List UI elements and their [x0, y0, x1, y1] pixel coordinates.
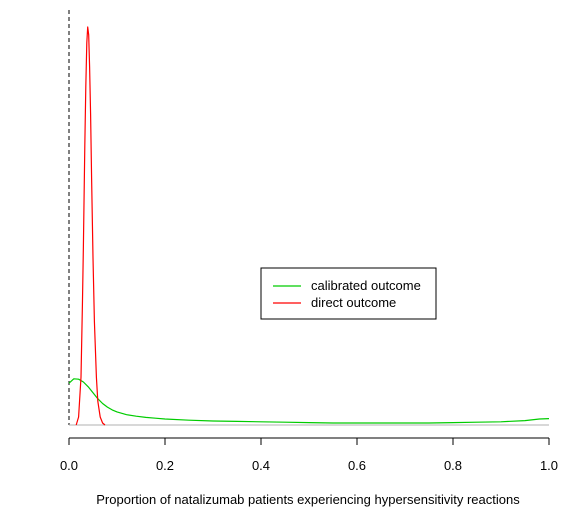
x-tick-label: 0.6 [348, 458, 366, 473]
x-tick-label: 0.2 [156, 458, 174, 473]
x-tick-label: 1.0 [540, 458, 558, 473]
x-axis: 0.0 0.2 0.4 0.6 0.8 1.0 [60, 437, 558, 473]
plot-area [68, 10, 550, 426]
x-tick-label: 0.4 [252, 458, 270, 473]
x-tick-label: 0.8 [444, 458, 462, 473]
series-line-direct-outcome [75, 26, 106, 426]
legend: calibrated outcome direct outcome [260, 267, 437, 320]
series-line-calibrated-outcome [68, 378, 550, 424]
x-tick-label: 0.0 [60, 458, 78, 473]
legend-label: calibrated outcome [311, 278, 421, 293]
legend-box [260, 267, 437, 320]
legend-label: direct outcome [311, 295, 396, 310]
x-axis-title: Proportion of natalizumab patients exper… [96, 492, 520, 507]
